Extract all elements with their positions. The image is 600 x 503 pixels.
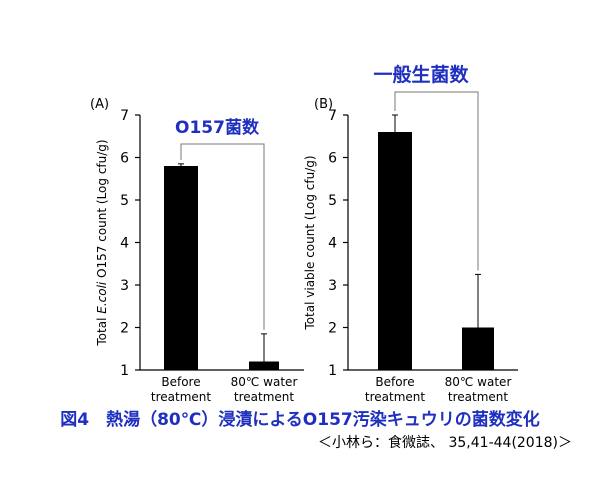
comparison-bracket [394, 91, 479, 271]
y-tick-label: 4 [120, 236, 129, 252]
citation: ＜小林ら：食微誌、 35,41-44(2018)＞ [318, 435, 572, 451]
x-tick-label: Before [375, 375, 414, 389]
y-tick-label: 3 [120, 278, 129, 294]
x-tick-label: treatment [151, 390, 211, 404]
y-tick-label: 1 [328, 363, 337, 379]
bracket-annotation: O157菌数 [175, 117, 260, 138]
y-tick-label: 1 [120, 363, 129, 379]
bracket-annotation: 一般生菌数 [373, 63, 469, 86]
y-tick-label: 3 [328, 278, 337, 294]
y-tick-label: 6 [120, 151, 129, 167]
x-tick-label: treatment [365, 390, 425, 404]
x-tick-label: treatment [234, 390, 294, 404]
x-tick-label: 80℃ water [445, 375, 512, 389]
chart-panel-a: (A) 1 2 3 4 5 6 7 Total E.coli O157 count (Log c… [90, 97, 304, 404]
x-tick-label: treatment [448, 390, 508, 404]
y-axis-title: Total E.coli O157 count (Log cfu/g) [95, 139, 109, 346]
y-tick-label: 2 [328, 321, 337, 337]
bar [462, 327, 494, 370]
bar [378, 132, 412, 370]
y-tick-label: 7 [328, 108, 337, 124]
y-tick-label: 2 [120, 321, 129, 337]
y-axis-title: Total viable count (Log cfu/g) [303, 155, 317, 330]
y-tick-label: 4 [328, 236, 337, 252]
bar [164, 166, 198, 370]
comparison-bracket [180, 143, 265, 330]
x-tick-label: 80℃ water [231, 375, 298, 389]
y-tick-label: 5 [328, 193, 337, 209]
panel-label: (A) [90, 97, 109, 112]
figure-caption: 図4 熱湯（80℃）浸漬によるO157汚染キュウリの菌数変化 [60, 410, 540, 430]
y-tick-label: 6 [328, 151, 337, 167]
chart-panel-b: (B) 1 2 3 4 5 6 7 Total viable count (Log cfu/g)… [303, 63, 518, 404]
y-tick-label: 7 [120, 108, 129, 124]
y-tick-label: 5 [120, 193, 129, 209]
panel-label: (B) [314, 97, 333, 112]
bar [249, 361, 279, 370]
x-tick-label: Before [161, 375, 200, 389]
